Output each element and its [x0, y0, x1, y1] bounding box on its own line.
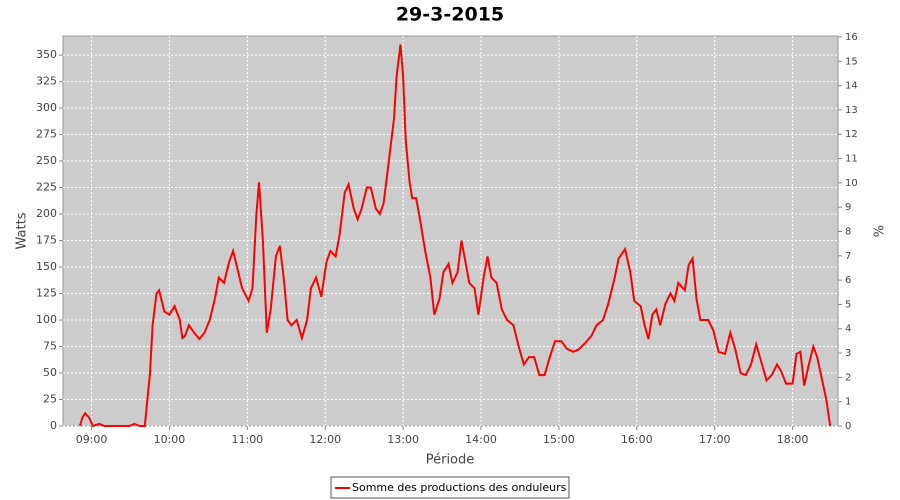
y-tick-label: 350 [36, 48, 57, 61]
y-tick-label: 0 [50, 419, 57, 432]
legend-label: Somme des productions des onduleurs [352, 481, 567, 494]
y2-tick-label: 12 [845, 129, 858, 140]
y2-tick-label: 11 [845, 154, 858, 165]
y-tick-label: 100 [36, 313, 57, 326]
y-tick-label: 50 [43, 366, 57, 379]
y-tick-label: 325 [36, 75, 57, 88]
x-tick-label: 17:00 [699, 433, 731, 446]
y2-tick-label: 15 [845, 56, 858, 67]
y-tick-label: 200 [36, 207, 57, 220]
y-tick-label: 150 [36, 260, 57, 273]
legend [330, 476, 570, 499]
x-tick-label: 18:00 [777, 433, 809, 446]
y2-axis-title: % [873, 225, 888, 237]
y-axis-title: Watts [15, 212, 30, 249]
y2-tick-label: 4 [845, 324, 851, 335]
x-tick-label: 10:00 [154, 433, 186, 446]
y2-tick-label: 14 [845, 81, 858, 92]
y2-tick-label: 8 [845, 226, 851, 237]
y2-tick-label: 10 [845, 178, 858, 189]
x-tick-label: 12:00 [309, 433, 341, 446]
y2-tick-label: 6 [845, 275, 851, 286]
y-tick-label: 25 [43, 393, 57, 406]
y-tick-label: 125 [36, 287, 57, 300]
x-tick-label: 11:00 [231, 433, 263, 446]
y-tick-label: 275 [36, 128, 57, 141]
y2-tick-label: 7 [845, 251, 851, 262]
x-tick-label: 15:00 [543, 433, 575, 446]
x-tick-label: 14:00 [465, 433, 497, 446]
x-tick-label: 09:00 [76, 433, 108, 446]
y2-tick-label: 2 [845, 372, 851, 383]
y2-tick-label: 5 [845, 299, 851, 310]
y-tick-label: 300 [36, 101, 57, 114]
x-tick-label: 13:00 [387, 433, 419, 446]
plot-area [62, 35, 839, 427]
x-tick-label: 16:00 [621, 433, 653, 446]
y2-tick-label: 9 [845, 202, 851, 213]
y2-tick-label: 3 [845, 348, 851, 359]
y2-tick-label: 1 [845, 397, 851, 408]
x-axis-title: Période [426, 453, 475, 468]
y2-tick-label: 0 [845, 421, 851, 432]
y-tick-label: 225 [36, 181, 57, 194]
y-tick-label: 250 [36, 154, 57, 167]
data-line [78, 44, 832, 428]
y-tick-label: 175 [36, 234, 57, 247]
chart-title: 29-3-2015 [396, 4, 504, 26]
y2-tick-label: 16 [845, 32, 858, 43]
y2-tick-label: 13 [845, 105, 858, 116]
y-tick-label: 75 [43, 340, 57, 353]
